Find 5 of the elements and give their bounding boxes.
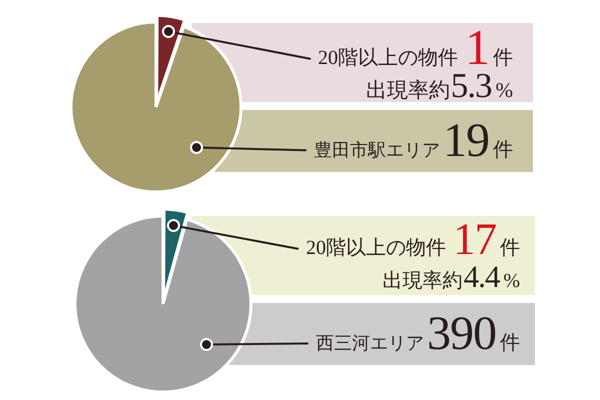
slice-label: 20階以上の物件 [306,237,446,260]
slice-label: 西三河エリア [316,332,424,353]
text: 390件 [427,306,520,360]
text: 19件 [443,114,513,167]
slice-label: 豊田市駅エリア [314,140,440,160]
